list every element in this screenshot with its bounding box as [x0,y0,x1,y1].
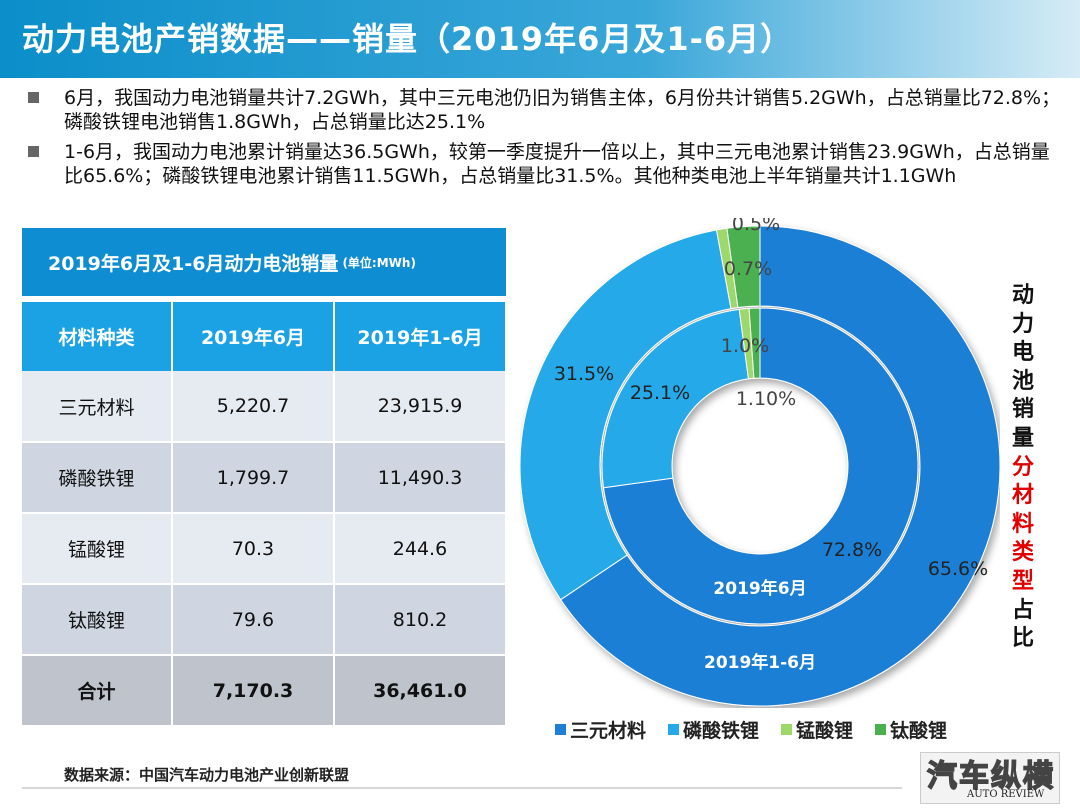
chart-legend: 三元材料 磷酸铁锂 锰酸锂 钛酸锂 [555,716,947,743]
inner-ring-slice-3 [748,307,761,379]
side-title-char: 电 [1011,340,1034,366]
table-row: 磷酸铁锂 1,799.7 11,490.3 [22,442,507,514]
divider [22,787,902,789]
header-material: 材料种类 [22,296,173,371]
cell-material: 钛酸锂 [22,584,173,656]
cell-total-label: 合计 [22,655,173,727]
side-title-char: 量 [1011,425,1034,451]
inner-ring-label-1: 25.1% [630,382,690,404]
outer-ring-slice-1 [520,229,732,601]
outer-ring-label-1: 31.5% [554,363,614,385]
legend-label: 三元材料 [570,720,647,742]
bullet-text: 1-6月，我国动力电池累计销量达36.5GWh，较第一季度提升一倍以上，其中三元… [64,141,1050,187]
bullet-item: 1-6月，我国动力电池累计销量达36.5GWh，较第一季度提升一倍以上，其中三元… [24,140,1064,188]
chart-side-title: 动力电池销量分材料类型占比 [1010,282,1036,654]
side-title-char: 型 [1011,568,1034,594]
cell-june: 70.3 [172,513,335,585]
inner-ring-slice-0 [602,307,919,625]
inner-ring-label-2: 1.0% [721,335,769,357]
outer-ring-name: 2019年1-6月 [704,652,816,673]
side-title-char: 材 [1011,483,1034,509]
logo-subtext: AUTO REVIEW [967,789,1045,800]
side-title-char: 占 [1011,597,1034,623]
page-title: 动力电池产销数据——销量（2019年6月及1-6月） [22,20,794,58]
cell-june: 1,799.7 [172,442,335,514]
inner-ring-label-0: 72.8% [822,539,882,561]
legend-swatch-icon [555,724,566,735]
logo-text: 汽车纵横 [926,758,1055,795]
inner-ring-slice-1 [601,308,749,489]
table-unit: (单位:MWh) [342,255,416,270]
outer-ring-label-3: 0.5% [732,218,780,235]
table-row: 锰酸锂 70.3 244.6 [22,513,507,585]
cell-material: 锰酸锂 [22,513,173,585]
outer-ring-label-0: 65.6% [928,558,988,580]
header-june: 2019年6月 [172,296,335,371]
cell-june: 79.6 [172,584,335,656]
legend-item: 磷酸铁锂 [668,716,759,743]
data-table: 材料种类 2019年6月 2019年1-6月 三元材料 5,220.7 23,9… [22,296,507,727]
bullet-item: 6月，我国动力电池销量共计7.2GWh，其中三元电池仍旧为销售主体，6月份共计销… [24,86,1064,134]
inner-ring-label-3: 1.10% [736,388,796,410]
bullet-square-icon [28,146,39,157]
cell-june: 5,220.7 [172,371,335,443]
legend-label: 锰酸锂 [796,720,854,742]
table-total-row: 合计 7,170.3 36,461.0 [22,655,507,727]
legend-swatch-icon [668,724,680,735]
side-title-char: 力 [1011,311,1034,337]
side-title-char: 比 [1011,626,1034,652]
legend-item: 锰酸锂 [781,716,853,743]
side-title-char: 料 [1011,511,1034,537]
side-title-char: 销 [1011,397,1034,423]
bullet-square-icon [28,92,39,103]
legend-swatch-icon [781,724,793,735]
cell-total-june: 7,170.3 [172,655,335,727]
cell-total-jan-jun: 36,461.0 [334,655,507,727]
bullet-list: 6月，我国动力电池销量共计7.2GWh，其中三元电池仍旧为销售主体，6月份共计销… [24,86,1064,194]
brand-logo: 汽车纵横 AUTO REVIEW [920,752,1060,804]
cell-material: 磷酸铁锂 [22,442,173,514]
cell-jan-jun: 11,490.3 [334,442,507,514]
inner-ring-name: 2019年6月 [713,578,806,599]
data-source: 数据来源：中国汽车动力电池产业创新联盟 [64,766,350,784]
header-jan-jun: 2019年1-6月 [334,296,507,371]
cell-jan-jun: 244.6 [334,513,507,585]
legend-swatch-icon [875,724,887,735]
side-title-char: 分 [1011,454,1034,480]
title-bar: 动力电池产销数据——销量（2019年6月及1-6月） [0,0,1080,78]
table-row: 三元材料 5,220.7 23,915.9 [22,371,507,443]
legend-item: 三元材料 [555,716,646,743]
donut-chart: 72.8% 25.1% 1.0% 1.10% 2019年6月 65.6% 31.5% 0.7%… [520,218,1000,707]
side-title-char: 池 [1011,368,1034,394]
side-title-char: 动 [1011,283,1034,308]
table-row: 钛酸锂 79.6 810.2 [22,584,507,656]
outer-ring-slice-0 [559,225,1000,707]
outer-ring-slice-3 [726,225,761,309]
side-title-char: 类 [1011,540,1034,566]
cell-jan-jun: 23,915.9 [334,371,507,443]
table-title-text: 2019年6月及1-6月动力电池销量 [48,252,339,275]
sales-table: 2019年6月及1-6月动力电池销量 (单位:MWh) 材料种类 2019年6月… [22,228,507,728]
outer-ring-label-2: 0.7% [724,258,772,280]
legend-item: 钛酸锂 [875,716,947,743]
table-header-row: 材料种类 2019年6月 2019年1-6月 [22,296,507,371]
cell-material: 三元材料 [22,371,173,443]
bullet-text: 6月，我国动力电池销量共计7.2GWh，其中三元电池仍旧为销售主体，6月份共计销… [64,87,1061,133]
cell-jan-jun: 810.2 [334,584,507,656]
legend-label: 磷酸铁锂 [683,720,760,742]
legend-label: 钛酸锂 [890,720,948,742]
table-title: 2019年6月及1-6月动力电池销量 (单位:MWh) [22,228,506,296]
